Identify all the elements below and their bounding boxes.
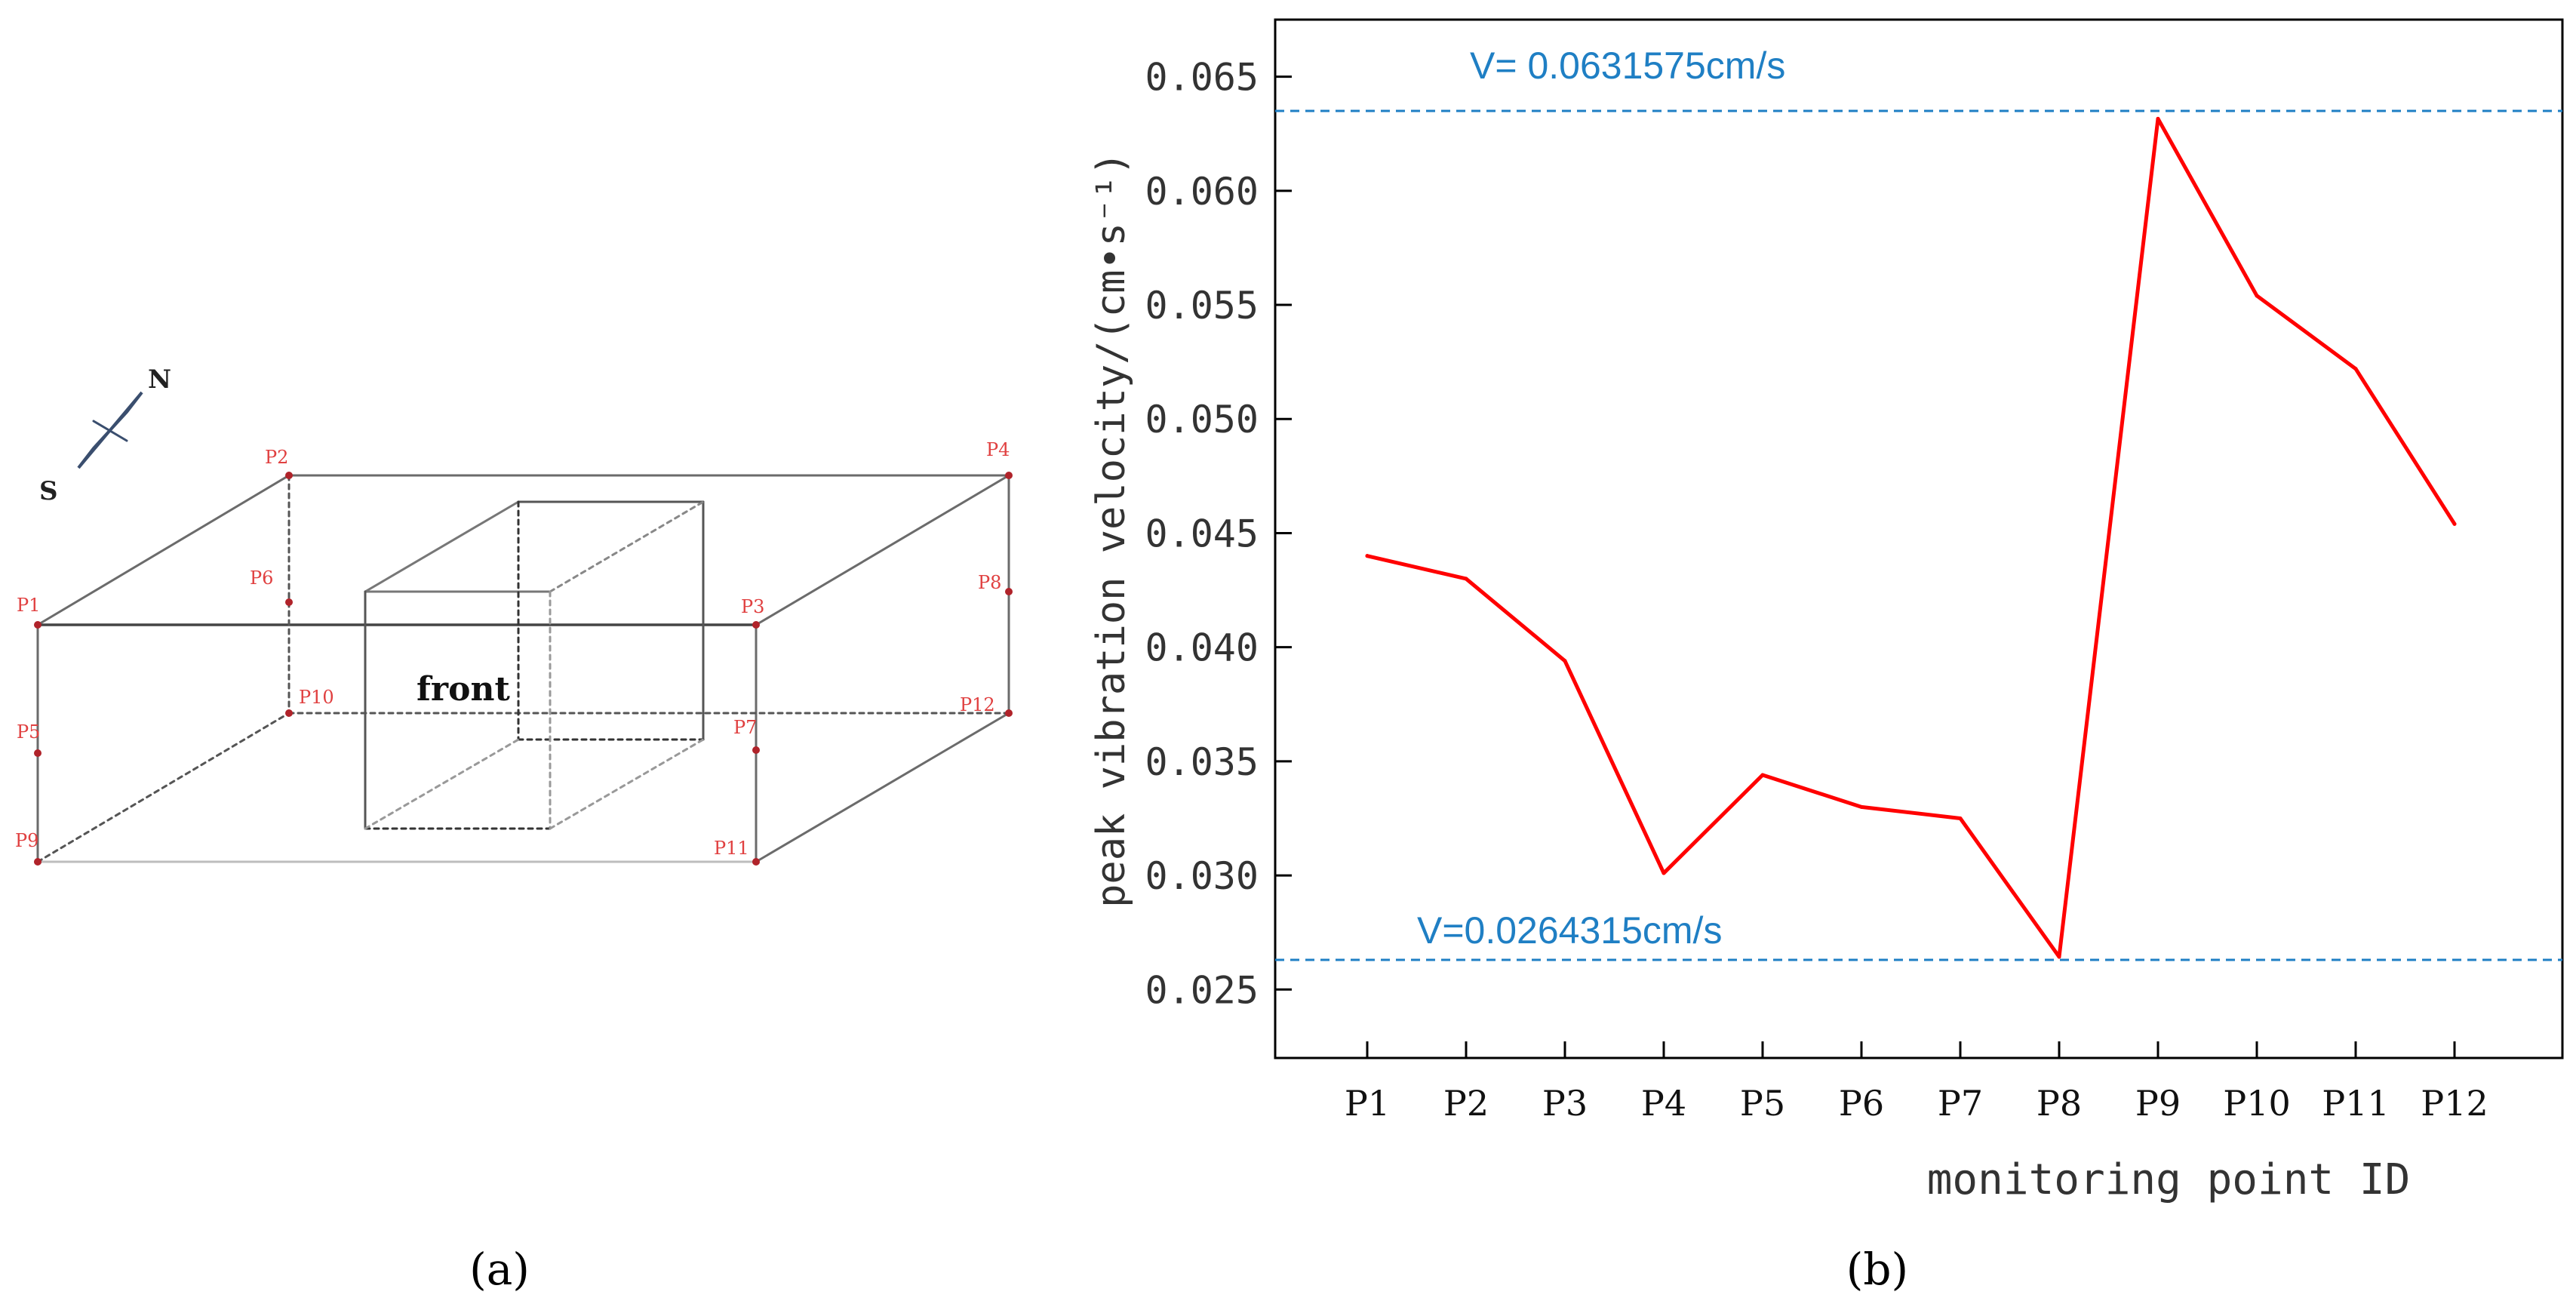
data-point — [1958, 816, 1963, 820]
x-tick-label: P12 — [2421, 1083, 2488, 1124]
reference-upper-label: V= 0.0631575cm/s — [1470, 45, 1785, 87]
point-marker-p3 — [752, 621, 760, 629]
data-point — [1365, 554, 1369, 558]
reference-lines — [1275, 109, 2562, 961]
inner-box-solid-edges — [364, 500, 705, 830]
data-point — [2452, 521, 2457, 526]
x-axis-label: monitoring point ID — [1927, 1155, 2411, 1204]
outer-box-solid-edges — [36, 474, 1010, 863]
data-point — [2057, 955, 2061, 959]
reference-lower-label: V=0.0264315cm/s — [1417, 909, 1722, 952]
monitoring-points — [34, 472, 1013, 866]
point-label-p2: P2 — [265, 447, 288, 468]
point-label-p12: P12 — [960, 694, 995, 715]
data-point — [2255, 294, 2259, 298]
y-tick-label: 0.050 — [1145, 398, 1259, 441]
panel-a: N S — [15, 364, 1013, 1295]
series-line — [1365, 116, 2457, 959]
x-tick-label: P1 — [1345, 1083, 1390, 1124]
point-label-p5: P5 — [17, 721, 40, 743]
compass: N S — [39, 364, 171, 506]
x-tick-label: P11 — [2322, 1083, 2389, 1124]
point-labels: P1 P2 P3 P4 P5 P6 P7 P8 P9 P10 P11 P12 — [15, 439, 1010, 859]
point-label-p8: P8 — [978, 572, 1001, 593]
point-marker-p10 — [285, 709, 293, 717]
series-layer — [1365, 116, 2457, 959]
y-axis-ticks: 0.025 0.030 0.035 0.040 0.045 0.050 0.055 0.060… — [1145, 56, 1292, 1012]
y-tick-label: 0.025 — [1145, 968, 1259, 1012]
y-tick-label: 0.065 — [1145, 56, 1259, 100]
x-tick-label: P4 — [1641, 1083, 1686, 1124]
data-point — [1661, 871, 1666, 875]
x-tick-label: P5 — [1740, 1083, 1785, 1124]
data-point — [2156, 116, 2160, 121]
point-label-p6: P6 — [250, 567, 273, 589]
y-tick-label: 0.040 — [1145, 626, 1259, 670]
x-tick-label: P6 — [1839, 1083, 1884, 1124]
point-marker-p2 — [285, 472, 293, 479]
point-label-p4: P4 — [986, 439, 1010, 460]
data-point — [2353, 367, 2358, 371]
point-marker-p9 — [34, 858, 41, 866]
point-label-p7: P7 — [733, 717, 757, 738]
panel-b: 0.025 0.030 0.035 0.040 0.045 0.050 0.055 0.060… — [1089, 18, 2564, 1295]
panel-a-caption: (a) — [469, 1244, 530, 1295]
point-marker-p6 — [285, 598, 293, 606]
point-marker-p11 — [752, 858, 760, 866]
y-tick-label: 0.035 — [1145, 740, 1259, 784]
point-label-p1: P1 — [17, 595, 40, 616]
x-tick-label: P8 — [2037, 1083, 2082, 1124]
panel-b-caption: (b) — [1846, 1244, 1908, 1295]
point-marker-p7 — [752, 746, 760, 754]
x-tick-label: P10 — [2223, 1083, 2290, 1124]
outer-box-hidden-edges — [36, 474, 1010, 863]
compass-needle-divider — [92, 420, 128, 442]
front-label: front — [417, 670, 510, 709]
x-tick-label: P7 — [1938, 1083, 1983, 1124]
y-tick-label: 0.060 — [1145, 170, 1259, 214]
data-point — [1859, 804, 1864, 809]
point-marker-p1 — [34, 621, 41, 629]
point-label-p9: P9 — [15, 830, 38, 851]
point-marker-p4 — [1005, 472, 1013, 479]
compass-north-label: N — [148, 364, 171, 395]
point-marker-p8 — [1005, 588, 1013, 595]
point-label-p11: P11 — [714, 838, 749, 859]
y-tick-label: 0.055 — [1145, 284, 1259, 328]
x-tick-label: P9 — [2135, 1083, 2181, 1124]
x-axis-ticks: P1 P2 P3 P4 P5 P6 P7 P8 P9 P10 P11 P12 — [1345, 1041, 2488, 1124]
y-tick-label: 0.030 — [1145, 854, 1259, 898]
data-point — [1760, 773, 1765, 777]
inner-box-hidden-edges — [364, 500, 705, 830]
data-point — [1563, 659, 1567, 663]
point-label-p10: P10 — [299, 687, 334, 708]
point-marker-p12 — [1005, 709, 1013, 717]
x-tick-label: P2 — [1443, 1083, 1489, 1124]
point-label-p3: P3 — [741, 596, 764, 617]
y-tick-label: 0.045 — [1145, 512, 1259, 555]
y-axis-label: peak vibration velocity/(cm•s⁻¹) — [1089, 152, 1134, 908]
plot-frame — [1274, 18, 2564, 1059]
x-tick-label: P3 — [1542, 1083, 1588, 1124]
point-marker-p5 — [34, 749, 41, 757]
compass-south-label: S — [39, 476, 58, 506]
data-point — [1464, 577, 1468, 581]
